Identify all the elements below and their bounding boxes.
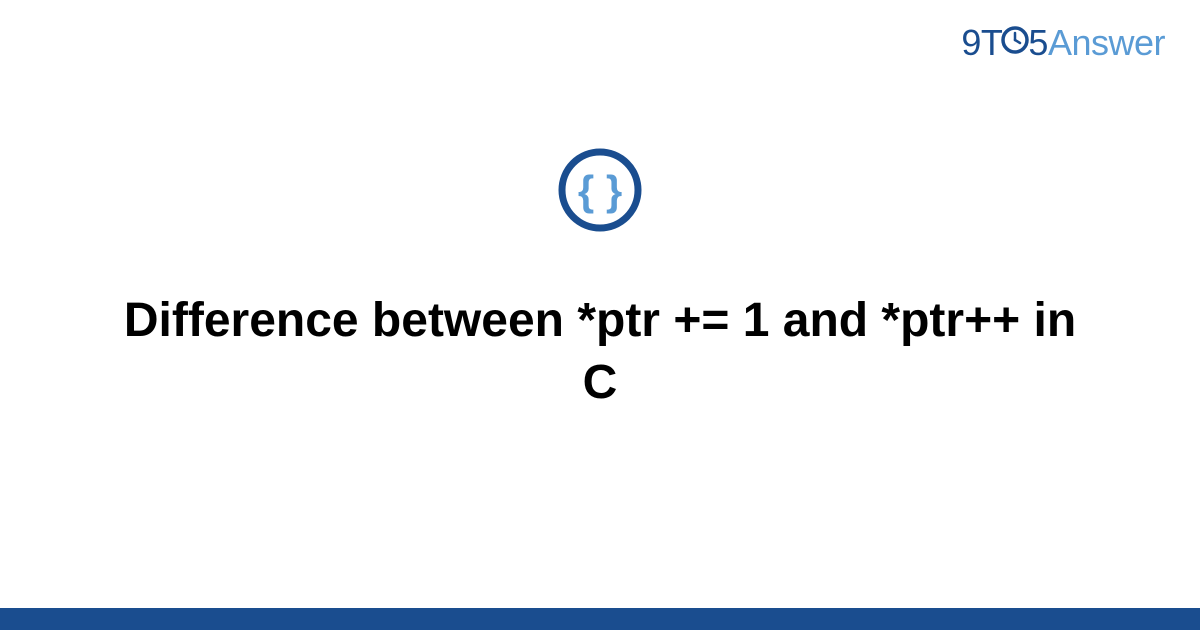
svg-text:{ }: { }: [578, 167, 622, 214]
page-title: Difference between *ptr += 1 and *ptr++ …: [100, 290, 1100, 415]
main-content: { } Difference between *ptr += 1 and *pt…: [0, 0, 1200, 630]
code-braces-icon: { }: [556, 146, 644, 234]
footer-bar: [0, 608, 1200, 630]
